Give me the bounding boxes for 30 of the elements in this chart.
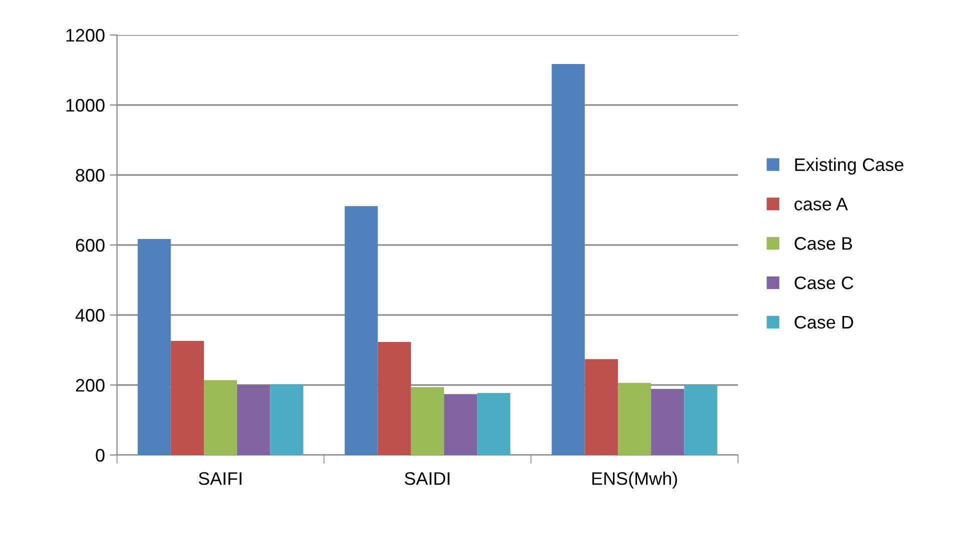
legend-label: Case D <box>794 316 854 329</box>
bar <box>237 385 270 455</box>
y-tick-label: 0 <box>96 448 104 462</box>
bar <box>270 384 304 455</box>
legend-label: case A <box>794 198 848 210</box>
bar <box>344 206 378 455</box>
bar <box>204 380 238 455</box>
x-tick-label: SAIFI <box>198 472 242 485</box>
bar <box>552 64 585 455</box>
y-tick-label: 600 <box>76 238 104 252</box>
bar <box>618 382 652 455</box>
bar <box>378 342 411 455</box>
y-tick-label: 400 <box>75 308 104 322</box>
bar <box>410 387 444 455</box>
y-tick-label: 200 <box>76 378 104 392</box>
bar <box>651 388 684 455</box>
bar <box>684 385 718 455</box>
y-tick-label: 1200 <box>66 28 104 42</box>
legend-label: Existing Case <box>795 158 904 175</box>
y-tick-label: 800 <box>76 168 104 182</box>
x-tick-label: ENS(Mwh) <box>592 472 678 488</box>
bar <box>584 359 618 455</box>
legend-label: Case B <box>794 237 852 250</box>
bar <box>477 393 510 455</box>
bar <box>444 394 478 455</box>
bar <box>138 239 171 455</box>
y-tick-label: 1000 <box>66 98 104 112</box>
x-tick-label: SAIDI <box>404 472 450 485</box>
legend-label: Case C <box>794 276 854 290</box>
bar <box>170 340 204 455</box>
